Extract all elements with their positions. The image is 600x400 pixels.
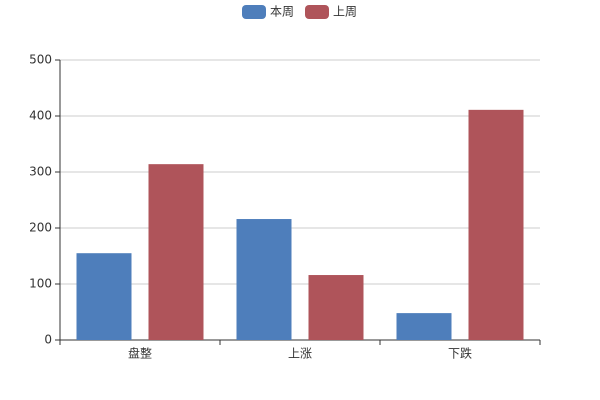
y-tick-label: 300 (29, 165, 52, 179)
x-tick-label: 下跌 (448, 346, 472, 361)
y-tick-label: 400 (29, 109, 52, 123)
bar (468, 109, 524, 340)
x-tick-label: 盘整 (128, 346, 152, 361)
legend-swatch[interactable] (305, 5, 329, 19)
bar (308, 275, 364, 340)
y-tick-label: 100 (29, 277, 52, 291)
legend-label[interactable]: 上周 (333, 5, 357, 19)
bar (396, 313, 452, 340)
bar (148, 164, 204, 340)
legend-swatch[interactable] (242, 5, 266, 19)
x-tick-label: 上涨 (288, 346, 312, 361)
y-tick-label: 0 (44, 333, 52, 347)
y-tick-label: 500 (29, 53, 52, 67)
y-tick-label: 200 (29, 221, 52, 235)
bar (236, 219, 292, 340)
bar (76, 253, 132, 340)
legend-label[interactable]: 本周 (270, 5, 294, 19)
